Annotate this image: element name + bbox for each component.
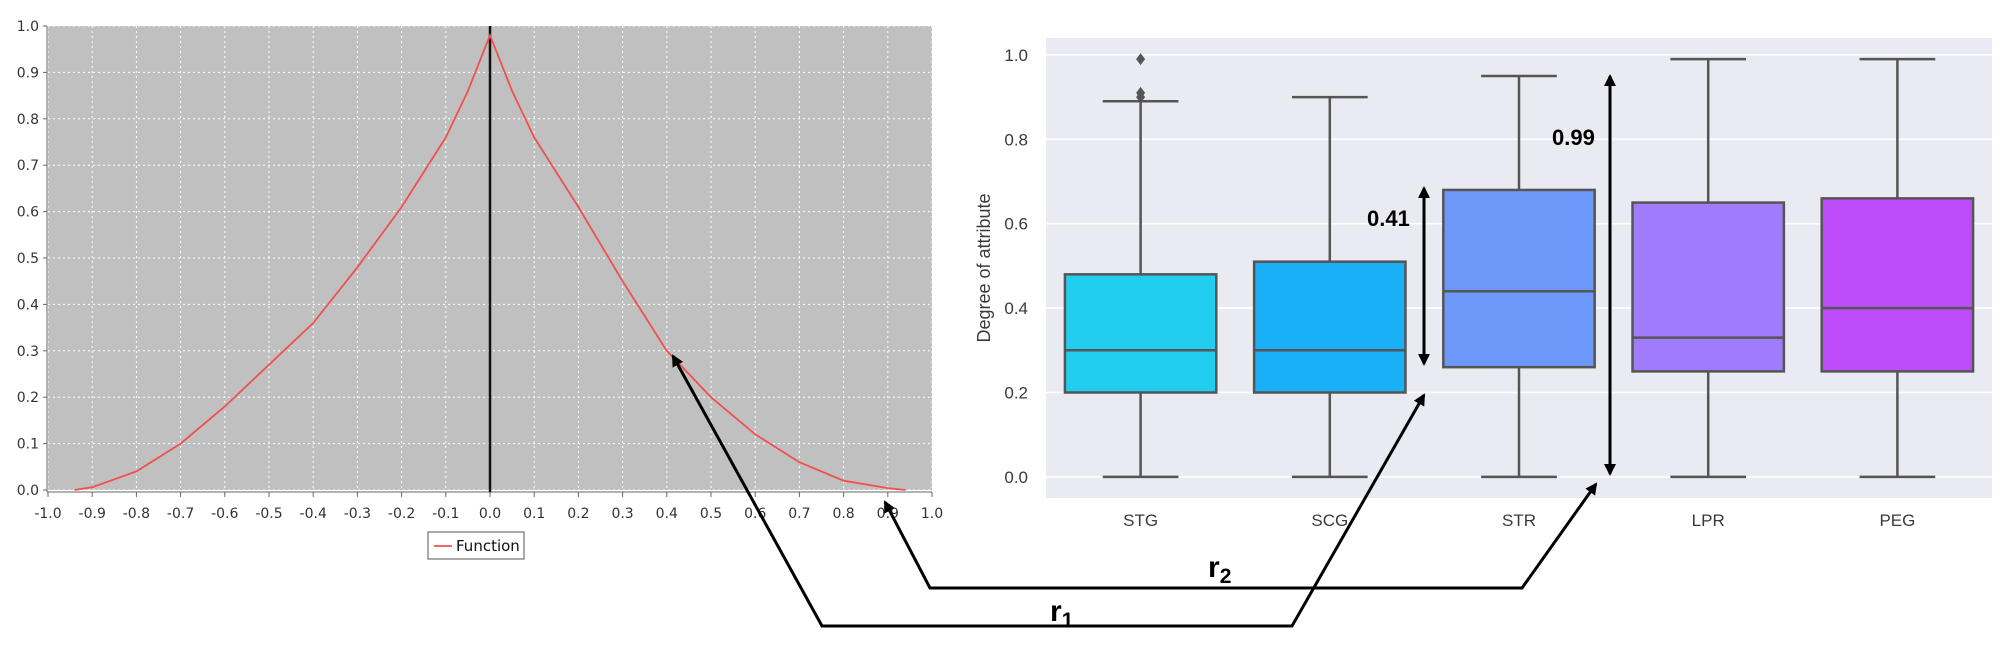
right-y-tick-label: 1.0	[1004, 46, 1028, 65]
box-body	[1820, 197, 1975, 373]
left-x-tick-label: -0.4	[300, 506, 327, 522]
right-x-tick-label: PEG	[1879, 511, 1915, 530]
left-x-tick-label: 0.2	[567, 506, 589, 522]
box-body	[1442, 188, 1596, 369]
box-peg	[1820, 57, 1975, 479]
left-y-tick-label: 0.4	[17, 297, 39, 313]
right-y-tick-label: 0.0	[1004, 468, 1028, 487]
annotations: 0.41 0.99 r1 r2	[671, 74, 1616, 632]
right-y-tick-label: 0.6	[1004, 215, 1028, 234]
right-x-tick-label: STG	[1123, 511, 1158, 530]
left-x-tick-label: -0.1	[432, 506, 459, 522]
left-x-tick-labels: -1.0 -0.9 -0.8 -0.7 -0.6 -0.5 -0.4 -0.3 -0.2 -0.1…	[34, 492, 943, 522]
left-y-tick-label: 0.5	[17, 251, 39, 267]
span-label-b: 0.99	[1552, 125, 1595, 150]
left-x-tick-label: -0.6	[211, 506, 238, 522]
y-axis-label: Degree of attribute	[974, 193, 994, 342]
left-x-tick-label: 0.7	[788, 506, 810, 522]
left-y-tick-label: 0.8	[17, 112, 39, 128]
legend: Function	[427, 531, 525, 560]
right-x-tick-label: SCG	[1311, 511, 1348, 530]
right-y-tick-label: 0.2	[1004, 383, 1028, 402]
box-lpr	[1631, 57, 1786, 479]
left-y-tick-label: 0.7	[17, 158, 39, 174]
box-body	[1631, 201, 1786, 373]
series-line-function	[74, 32, 906, 491]
outlier-point	[1136, 53, 1146, 66]
left-y-tick-label: 0.0	[17, 483, 39, 499]
right-y-tick-label: 0.8	[1004, 130, 1028, 149]
outlier-point	[1136, 86, 1146, 99]
left-x-tick-label: 0.1	[523, 506, 545, 522]
right-y-tick-label: 0.4	[1004, 299, 1028, 318]
box-body	[1252, 260, 1407, 394]
left-x-tick-label: -0.2	[388, 506, 415, 522]
r2-connector-arrow	[883, 482, 1598, 590]
left-y-tick-labels: 0.0 0.1 0.2 0.3 0.4 0.5 0.6 0.7 0.8 0.9 1.0	[17, 19, 47, 499]
right-x-tick-label: STR	[1502, 511, 1536, 530]
left-y-tick-label: 0.6	[17, 205, 39, 221]
left-y-tick-label: 0.1	[17, 437, 39, 453]
left-x-tick-label: -1.0	[34, 506, 61, 522]
left-x-tick-label: -0.8	[123, 506, 150, 522]
box-str	[1442, 74, 1596, 479]
function-line-chart: 0.0 0.1 0.2 0.3 0.4 0.5 0.6 0.7 0.8 0.9 1.0 -1.0 -0…	[17, 19, 943, 560]
left-x-tick-label: 0.8	[832, 506, 854, 522]
left-x-tick-label: -0.7	[167, 506, 194, 522]
left-x-tick-label: 1.0	[921, 506, 943, 522]
right-x-tick-label: LPR	[1692, 511, 1725, 530]
box-body	[1063, 273, 1218, 394]
r2-label: r2	[1208, 551, 1231, 588]
left-x-tick-label: 0.0	[479, 506, 501, 522]
boxplot-chart: 0.0 0.2 0.4 0.6 0.8 1.0 STG SCG STR LPR PEG Degre…	[974, 38, 1992, 530]
right-x-tick-labels: STG SCG STR LPR PEG	[1123, 511, 1915, 530]
span-label-a: 0.41	[1367, 206, 1410, 231]
left-y-tick-label: 0.3	[17, 344, 39, 360]
left-x-tick-label: -0.5	[255, 506, 282, 522]
left-x-tick-label: -0.9	[79, 506, 106, 522]
r1-label: r1	[1050, 595, 1074, 632]
left-x-tick-label: 0.5	[700, 506, 722, 522]
left-y-tick-label: 0.2	[17, 390, 39, 406]
right-y-tick-labels: 0.0 0.2 0.4 0.6 0.8 1.0	[1004, 46, 1028, 487]
left-y-tick-label: 0.9	[17, 65, 39, 81]
left-y-tick-label: 1.0	[17, 19, 39, 35]
left-x-tick-label: -0.3	[344, 506, 371, 522]
left-x-tick-label: 0.4	[656, 506, 678, 522]
legend-label-function: Function	[456, 537, 520, 555]
left-x-tick-label: 0.3	[611, 506, 633, 522]
